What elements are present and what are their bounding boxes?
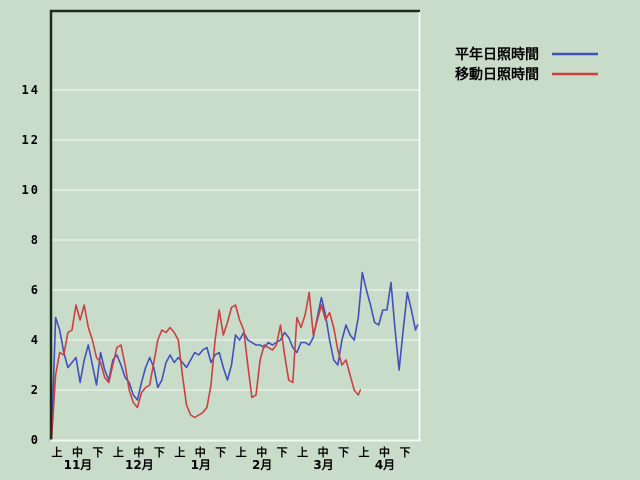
x-tick-label-0: 上	[52, 445, 63, 459]
legend-label-idou: 移動日照時間	[455, 66, 539, 83]
series-lines	[50, 271, 419, 441]
x-tick-label-9: 上	[236, 445, 247, 459]
y-axis-label-10: 10	[22, 183, 40, 197]
x-tick-label-3: 上	[113, 445, 124, 459]
y-axis-label-4: 4	[31, 333, 40, 347]
y-axis-label-0: 0	[31, 433, 40, 447]
x-tick-label-11: 下	[277, 446, 288, 459]
x-tick-label-10: 中	[256, 445, 267, 459]
x-month-label-3: 2月	[252, 458, 272, 472]
x-axis-labels: 上中下上中下上中下上中下上中下上中下11月 12月 1月 2月 3月 4月	[52, 445, 411, 472]
x-tick-label-2: 下	[92, 446, 103, 459]
y-axis-label-12: 12	[22, 133, 40, 147]
x-tick-label-13: 中	[318, 445, 329, 459]
x-month-label-0: 11月	[64, 458, 93, 472]
x-month-label-2: 1月	[191, 458, 211, 472]
x-tick-label-8: 下	[215, 446, 226, 459]
x-month-label-4: 3月	[313, 458, 333, 472]
legend: 平年日照時間 移動日照時間	[455, 46, 598, 83]
gridlines	[52, 89, 419, 391]
x-tick-label-12: 上	[297, 445, 308, 459]
x-tick-label-17: 下	[399, 446, 410, 459]
y-axis-label-8: 8	[31, 233, 40, 247]
x-tick-label-1: 中	[72, 445, 83, 459]
x-tick-label-6: 上	[174, 445, 185, 459]
x-month-label-1: 12月	[125, 458, 154, 472]
y-axis-label-6: 6	[31, 283, 40, 297]
series-line-0	[50, 271, 419, 441]
x-tick-label-4: 中	[133, 445, 144, 459]
y-axis-label-14: 14	[22, 83, 40, 97]
x-tick-label-15: 上	[359, 445, 370, 459]
legend-label-heinen: 平年日照時間	[455, 46, 539, 63]
x-tick-label-5: 下	[154, 446, 165, 459]
x-tick-label-7: 中	[195, 445, 206, 459]
x-tick-label-14: 下	[338, 446, 349, 459]
x-month-label-5: 4月	[375, 458, 395, 472]
y-axis-label-2: 2	[31, 383, 40, 397]
series-line-1	[50, 291, 362, 441]
x-tick-label-16: 中	[379, 445, 390, 459]
y-axis-labels: 0 2 4 6 8 10 12 14	[22, 83, 40, 447]
